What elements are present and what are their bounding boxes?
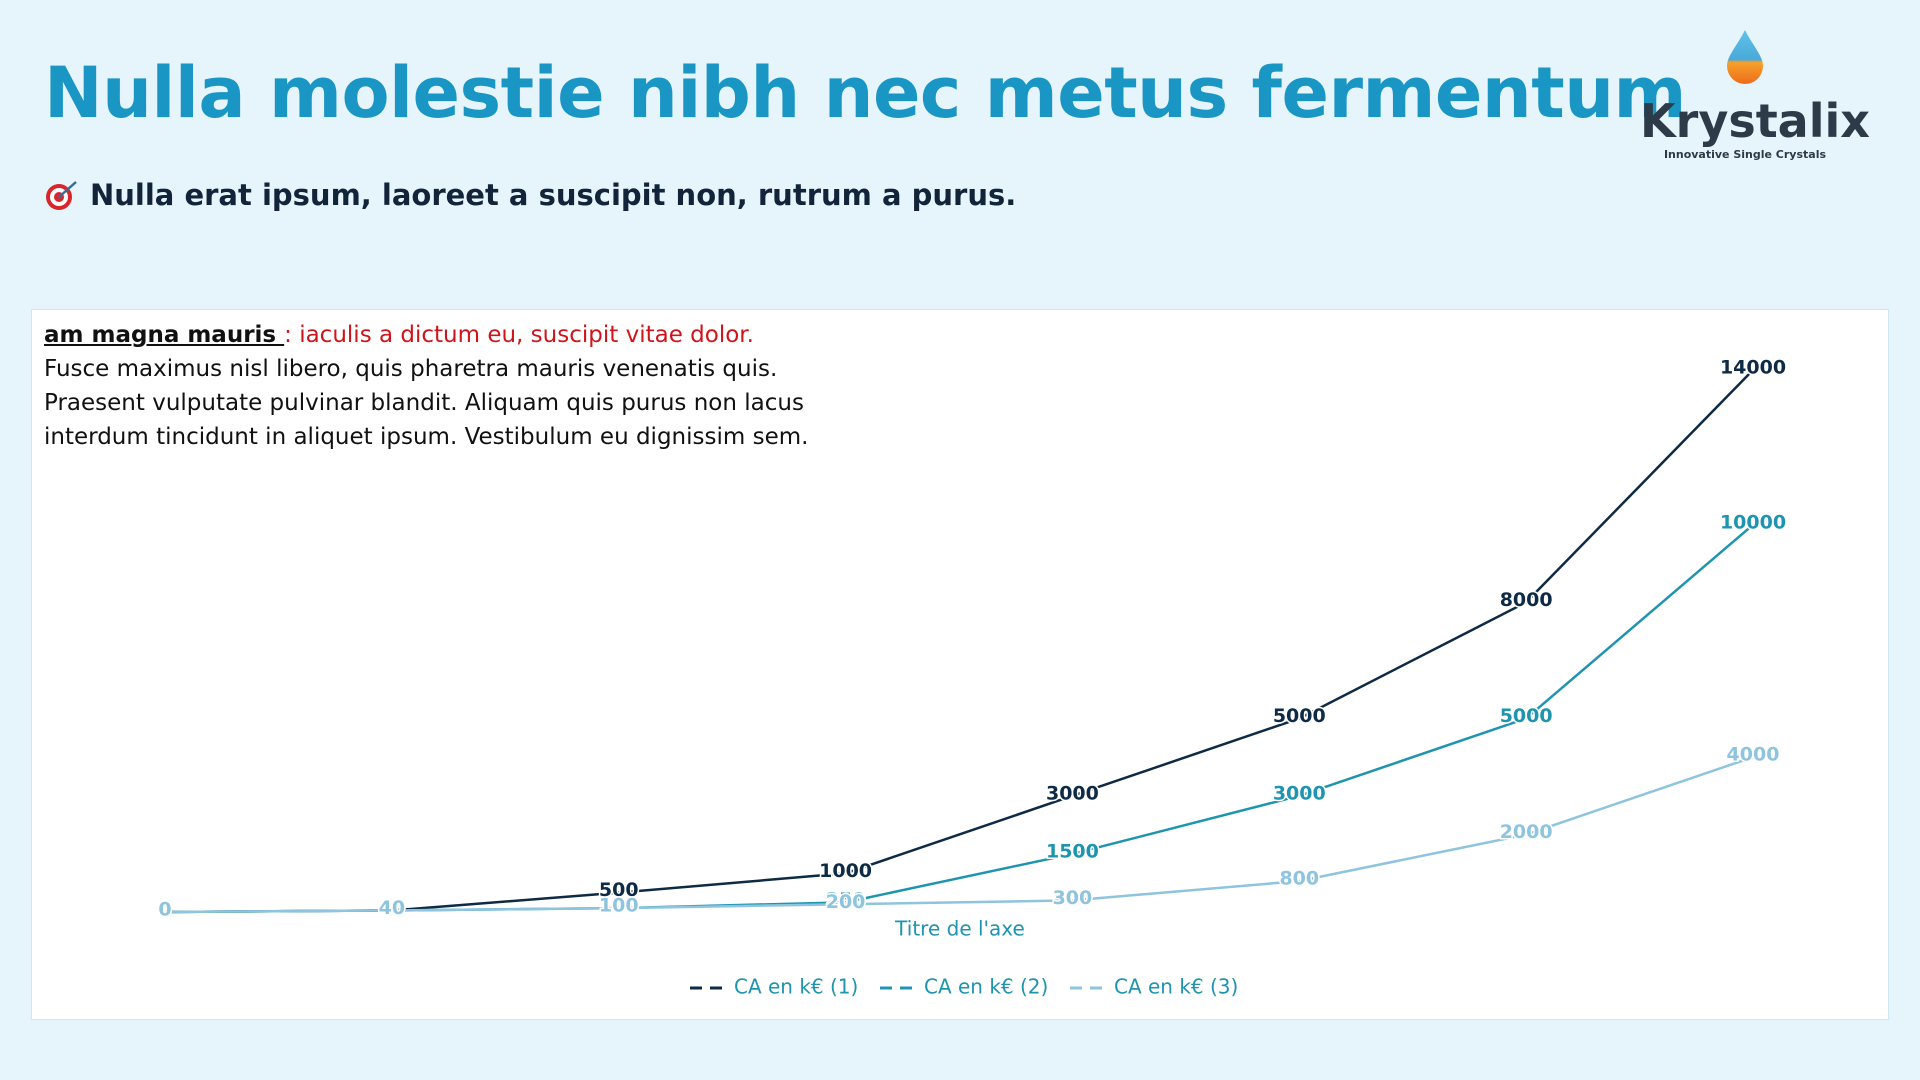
slide-title: Nulla molestie nibh nec metus fermentum — [44, 52, 1686, 134]
data-label: 3000 — [1273, 782, 1326, 804]
x-axis-title: Titre de l'axe — [894, 917, 1025, 941]
data-label: 4000 — [1727, 744, 1780, 766]
logo-tagline: Innovative Single Crystals — [1663, 148, 1827, 161]
data-label: 2000 — [1500, 821, 1553, 843]
data-label: 1500 — [1046, 840, 1099, 862]
data-label: 40 — [379, 897, 405, 919]
data-label: 100 — [599, 895, 639, 917]
data-label: 250 — [826, 889, 866, 911]
note-highlight: : iaculis a dictum eu, suscipit vitae do… — [284, 322, 754, 348]
legend-label: CA en k€ (2) — [924, 975, 1048, 999]
logo-drop — [1727, 30, 1763, 84]
series-line — [164, 755, 1754, 914]
target-icon — [46, 181, 77, 210]
legend-label: CA en k€ (3) — [1114, 975, 1238, 999]
data-label: 40 — [379, 897, 405, 919]
data-label: 8000 — [1500, 589, 1553, 611]
data-label: 5000 — [1273, 705, 1326, 727]
data-label: 100 — [599, 895, 639, 917]
data-label: 14000 — [1720, 357, 1786, 379]
logo: Krystalix Innovative Single Crystals — [1640, 28, 1870, 161]
logo-name: Krystalix — [1640, 94, 1870, 148]
data-label: 0 — [158, 899, 171, 921]
data-label: 800 — [1279, 868, 1319, 890]
series-line — [164, 369, 1754, 914]
data-label: 3000 — [1046, 782, 1099, 804]
note: am magna mauris : iaculis a dictum eu, s… — [44, 318, 808, 454]
data-label: 40 — [379, 897, 405, 919]
data-label: 200 — [826, 891, 866, 913]
note-line: Fusce maximus nisl libero, quis pharetra… — [44, 356, 778, 382]
note-line: interdum tincidunt in aliquet ipsum. Ves… — [44, 424, 809, 450]
data-label: 500 — [599, 879, 639, 901]
data-label: 10000 — [1720, 511, 1786, 533]
legend-label: CA en k€ (1) — [734, 975, 858, 999]
note-heading: am magna mauris — [44, 322, 285, 348]
data-label: 300 — [1053, 887, 1093, 909]
note-line: Praesent vulputate pulvinar blandit. Ali… — [44, 390, 804, 416]
subtitle: Nulla erat ipsum, laoreet a suscipit non… — [90, 178, 1017, 212]
data-label: 0 — [158, 899, 171, 921]
subtitle-row: Nulla erat ipsum, laoreet a suscipit non… — [44, 178, 1016, 212]
data-label: 0 — [158, 899, 171, 921]
data-label: 1000 — [819, 860, 872, 882]
data-label: 5000 — [1500, 705, 1553, 727]
